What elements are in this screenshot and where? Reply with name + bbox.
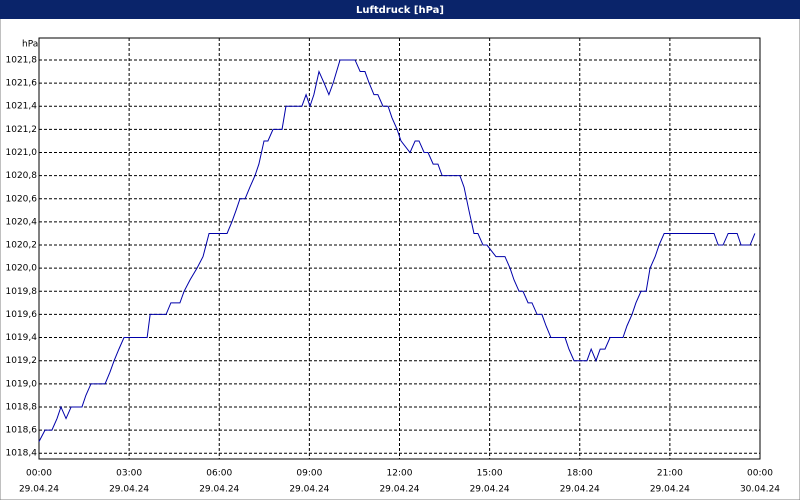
x-tick-label: 00:00 <box>26 469 52 479</box>
x-tick-date: 29.04.24 <box>650 485 690 495</box>
y-tick-label: 1021,4 <box>6 102 38 112</box>
x-tick-label: 06:00 <box>206 469 232 479</box>
y-tick-label: 1021,0 <box>6 148 38 158</box>
x-tick-date: 29.04.24 <box>560 485 600 495</box>
x-tick-date: 29.04.24 <box>19 485 59 495</box>
x-tick-date: 29.04.24 <box>109 485 149 495</box>
y-tick-label: 1019,6 <box>6 310 38 320</box>
x-tick-date: 29.04.24 <box>199 485 239 495</box>
x-tick-label: 18:00 <box>567 469 593 479</box>
y-tick-label: 1019,4 <box>6 333 38 343</box>
y-tick-label: 1020,4 <box>6 217 38 227</box>
y-tick-label: 1018,8 <box>6 402 38 412</box>
y-tick-label: 1020,6 <box>6 194 38 204</box>
y-tick-label: 1018,6 <box>6 426 38 436</box>
data-line <box>38 59 756 442</box>
y-tick-label: 1020,2 <box>6 241 38 251</box>
x-tick-date: 30.04.24 <box>740 485 780 495</box>
y-tick-label: 1019,0 <box>6 379 38 389</box>
x-tick-date: 29.04.24 <box>470 485 510 495</box>
y-tick-label: 1021,8 <box>6 55 38 65</box>
y-unit: hPa <box>22 40 38 50</box>
x-tick-label: 09:00 <box>296 469 322 479</box>
y-tick-label: 1018,4 <box>6 449 38 459</box>
x-tick-date: 29.04.24 <box>379 485 419 495</box>
x-tick-date: 29.04.24 <box>289 485 329 495</box>
x-tick-label: 21:00 <box>657 469 683 479</box>
x-tick-label: 03:00 <box>116 469 142 479</box>
y-tick-label: 1020,8 <box>6 171 38 181</box>
x-tick-label: 00:00 <box>747 469 773 479</box>
x-tick-label: 12:00 <box>387 469 413 479</box>
y-tick-label: 1021,2 <box>6 125 38 135</box>
y-tick-label: 1020,0 <box>6 264 38 274</box>
x-tick-label: 15:00 <box>477 469 503 479</box>
y-tick-label: 1019,2 <box>6 356 38 366</box>
chart-title: Luftdruck [hPa] <box>356 5 444 16</box>
y-tick-label: 1021,6 <box>6 79 38 89</box>
y-tick-label: 1019,8 <box>6 287 38 297</box>
title-bar <box>0 0 800 19</box>
plot-border <box>38 37 761 460</box>
